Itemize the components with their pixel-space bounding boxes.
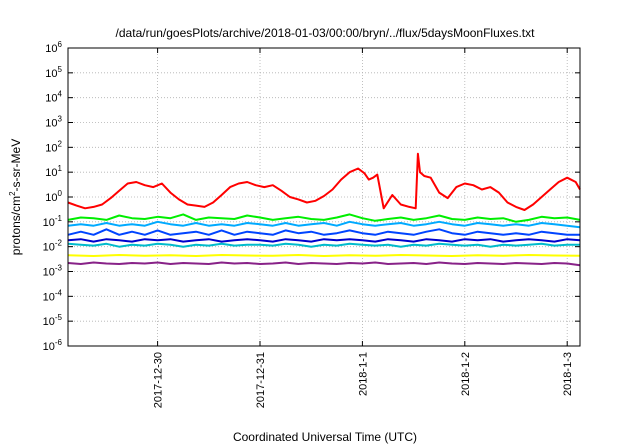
series-line-2: [67, 213, 581, 223]
x-tick-label: 2017-12-31: [255, 352, 267, 408]
y-tick-base: 10: [43, 217, 55, 229]
x-tick-label: 2018-1-1: [357, 352, 369, 396]
series-line-7: [67, 254, 581, 257]
y-tick-base: 10: [43, 291, 55, 303]
y-axis-label-base: protons/cm: [9, 196, 23, 255]
y-tick-exponent: 6: [58, 40, 63, 49]
y-tick-base: 10: [45, 142, 57, 154]
y-tick-base: 10: [43, 242, 55, 254]
y-tick-exponent: 3: [58, 115, 63, 124]
y-tick-label: 100: [45, 189, 62, 204]
y-tick-label: 10-6: [43, 338, 63, 353]
x-tick-label: 2018-1-2: [460, 352, 472, 396]
x-axis-label: Coordinated Universal Time (UTC): [233, 430, 417, 444]
y-tick-base: 10: [45, 93, 57, 105]
series-group: [67, 152, 581, 267]
y-tick-exponent: 0: [58, 189, 63, 198]
y-tick-label: 10-3: [43, 264, 63, 279]
y-tick-label: 10-1: [43, 214, 63, 229]
y-tick-exponent: 2: [58, 139, 63, 148]
y-tick-label: 10-4: [43, 288, 63, 303]
y-tick-exponent: -6: [55, 338, 63, 347]
y-tick-base: 10: [45, 167, 57, 179]
y-tick-base: 10: [43, 341, 55, 353]
series-line-6: [67, 238, 581, 243]
y-tick-label: 104: [45, 90, 62, 105]
y-tick-label: 101: [45, 164, 62, 179]
y-tick-exponent: -1: [55, 214, 63, 223]
y-tick-base: 10: [45, 118, 57, 130]
series-line-4: [67, 228, 580, 236]
y-tick-label: 103: [45, 115, 62, 130]
y-tick-exponent: 4: [58, 90, 63, 99]
series-line-5: [67, 242, 580, 248]
chart-title: /data/run/goesPlots/archive/2018-01-03/0…: [116, 26, 536, 40]
series-line-1: [67, 152, 581, 211]
y-tick-exponent: 5: [58, 65, 63, 74]
y-tick-label: 106: [45, 40, 62, 55]
y-tick-exponent: -5: [55, 313, 63, 322]
y-axis-ticks: 10610510410310210110010-110-210-310-410-…: [43, 40, 580, 353]
x-tick-label: 2018-1-3: [562, 352, 574, 396]
y-tick-label: 10-5: [43, 313, 63, 328]
y-tick-exponent: -2: [55, 239, 63, 248]
grid: [68, 48, 580, 346]
y-tick-label: 10-2: [43, 239, 63, 254]
y-axis-label-exponent: 2: [8, 191, 17, 196]
y-axis-label-rest: -s-sr-MeV: [9, 139, 23, 192]
y-axis-label: protons/cm2-s-sr-MeV: [8, 139, 23, 255]
y-tick-base: 10: [45, 68, 57, 80]
y-tick-base: 10: [43, 267, 55, 279]
y-tick-label: 105: [45, 65, 62, 80]
series-line-3: [67, 220, 581, 229]
y-tick-base: 10: [43, 316, 55, 328]
series-line-8: [67, 261, 581, 267]
x-axis-ticks: 2017-12-30 2017-12-31 2018-1-1 2018-1-2 2018…: [153, 48, 574, 408]
y-tick-exponent: -3: [55, 264, 63, 273]
y-tick-label: 102: [45, 139, 62, 154]
x-tick-label: 2017-12-30: [153, 352, 165, 408]
y-tick-base: 10: [45, 43, 57, 55]
y-tick-exponent: -4: [55, 288, 63, 297]
y-tick-exponent: 1: [58, 164, 63, 173]
y-tick-base: 10: [45, 192, 57, 204]
